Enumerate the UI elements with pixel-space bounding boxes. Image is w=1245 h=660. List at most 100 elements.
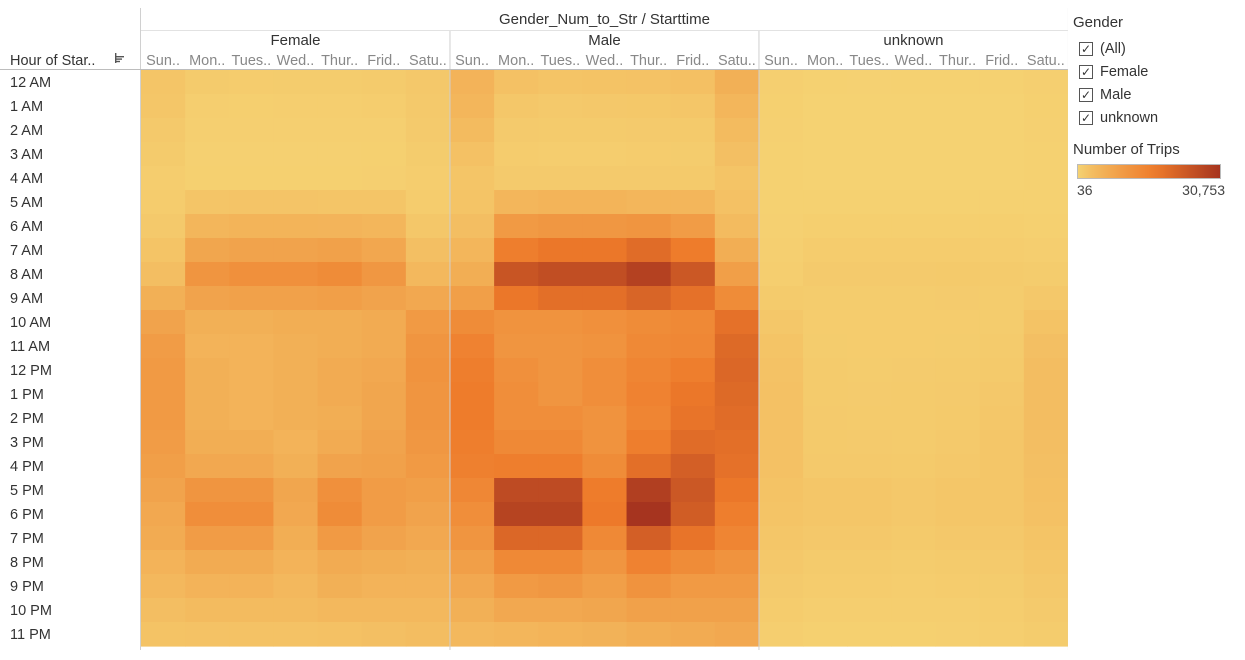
heatmap-cell — [538, 502, 583, 527]
heatmap-cell — [582, 526, 628, 551]
checkbox-unknown[interactable]: ✓ — [1079, 110, 1093, 125]
heatmap-cell — [935, 574, 981, 599]
heatmap-cell — [582, 478, 628, 503]
heatmap-cell — [758, 310, 804, 335]
heatmap-cell — [979, 574, 1025, 599]
checkbox-female[interactable]: ✓ — [1079, 64, 1093, 79]
heatmap-cell — [803, 598, 848, 623]
heatmap-cell — [229, 382, 275, 407]
row-label: 6 AM — [10, 219, 43, 235]
filter-item-unknown[interactable]: ✓ unknown — [1079, 106, 1238, 129]
heatmap-cell — [229, 118, 275, 143]
heatmap-cell — [626, 598, 672, 623]
heatmap-cell — [141, 310, 186, 335]
heatmap-cell — [229, 478, 275, 503]
heatmap-cell — [803, 454, 848, 479]
heatmap-cell — [670, 454, 716, 479]
filter-item-all[interactable]: ✓ (All) — [1079, 37, 1238, 60]
row-label: 10 AM — [10, 315, 51, 331]
heatmap-cell — [185, 574, 230, 599]
heatmap-cell — [935, 190, 981, 215]
checkbox-male[interactable]: ✓ — [1079, 87, 1093, 102]
heatmap-cell — [141, 142, 186, 167]
heatmap-cell — [141, 238, 186, 263]
checkbox-all[interactable]: ✓ — [1079, 41, 1093, 56]
heatmap-cell — [935, 526, 981, 551]
column-label: Wed.. — [895, 53, 933, 69]
heatmap-cell — [361, 214, 407, 239]
heatmap-cell — [273, 310, 319, 335]
heatmap-cell — [449, 238, 495, 263]
heatmap-cell — [670, 598, 716, 623]
heatmap-cell — [847, 142, 892, 167]
heatmap-cell — [229, 190, 275, 215]
heatmap-cell — [847, 190, 892, 215]
heatmap-cell — [979, 286, 1025, 311]
heatmap-cell — [185, 142, 230, 167]
heatmap-cell — [361, 286, 407, 311]
heatmap-cell — [626, 550, 672, 575]
heatmap-cell — [891, 598, 937, 623]
row-label: 9 PM — [10, 579, 44, 595]
heatmap-cell — [229, 310, 275, 335]
heatmap-cell — [229, 454, 275, 479]
heatmap-cell — [979, 262, 1025, 287]
heatmap-cell — [229, 598, 275, 623]
heatmap-cell — [361, 550, 407, 575]
heatmap-cell — [670, 430, 716, 455]
heatmap-cell — [273, 574, 319, 599]
heatmap-cell — [538, 430, 583, 455]
heatmap-cell — [141, 622, 186, 647]
heatmap-cell — [670, 238, 716, 263]
heatmap-cell — [449, 598, 495, 623]
heatmap-cell — [1023, 526, 1068, 551]
heatmap-cell — [538, 70, 583, 95]
heatmap-cell — [361, 358, 407, 383]
heatmap-cell — [935, 382, 981, 407]
heatmap-cell — [185, 310, 230, 335]
heatmap-cell — [185, 334, 230, 359]
heatmap-cell — [714, 70, 760, 95]
heatmap-cell — [714, 358, 760, 383]
heatmap-cell — [979, 598, 1025, 623]
heatmap-cell — [494, 118, 539, 143]
filter-item-female[interactable]: ✓ Female — [1079, 60, 1238, 83]
heatmap-cell — [979, 94, 1025, 119]
row-label: 12 AM — [10, 75, 51, 91]
heatmap-cell — [538, 478, 583, 503]
heatmap-cell — [803, 478, 848, 503]
heatmap-cell — [405, 238, 451, 263]
heatmap-cell — [229, 286, 275, 311]
heatmap-cell — [670, 382, 716, 407]
heatmap-cell — [229, 430, 275, 455]
row-label: 4 AM — [10, 171, 43, 187]
heatmap-cell — [935, 502, 981, 527]
heatmap-cell — [626, 622, 672, 647]
heatmap-cell — [317, 118, 363, 143]
filter-item-male[interactable]: ✓ Male — [1079, 83, 1238, 106]
heatmap-cell — [317, 166, 363, 191]
heatmap-cell — [449, 166, 495, 191]
heatmap-cell — [361, 262, 407, 287]
heatmap-cell — [273, 526, 319, 551]
gender-filter-title: Gender — [1073, 14, 1124, 31]
heatmap-cell — [317, 142, 363, 167]
filter-item-label: unknown — [1100, 109, 1159, 126]
row-label: 8 AM — [10, 267, 43, 283]
heatmap-cell — [803, 550, 848, 575]
heatmap-cell — [803, 310, 848, 335]
heatmap-cell — [847, 166, 892, 191]
heatmap-cell — [141, 382, 186, 407]
row-label: 3 PM — [10, 435, 44, 451]
heatmap-cell — [979, 142, 1025, 167]
heatmap-cell — [891, 70, 937, 95]
heatmap-cell — [670, 502, 716, 527]
heatmap-cell — [449, 430, 495, 455]
heatmap-cell — [185, 454, 230, 479]
heatmap-cell — [273, 334, 319, 359]
heatmap-cell — [891, 430, 937, 455]
heatmap-cell — [317, 94, 363, 119]
heatmap-cell — [229, 94, 275, 119]
heatmap-cell — [935, 550, 981, 575]
heatmap-cell — [847, 478, 892, 503]
